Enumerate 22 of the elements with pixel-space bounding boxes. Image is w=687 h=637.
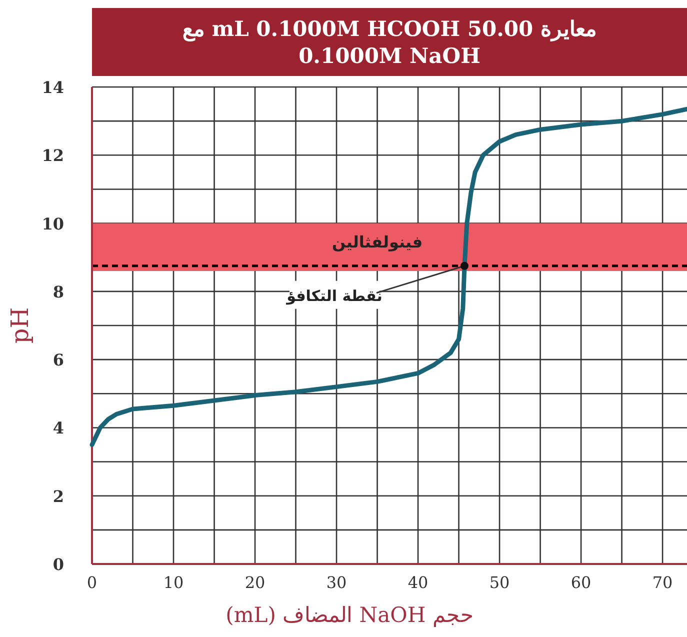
title: معايرة 50.00 mL 0.1000M HCOOH مع 0.1000M NaOH <box>92 8 687 76</box>
x-tick-label: 0 <box>86 573 98 592</box>
y-tick-label: 10 <box>42 214 64 234</box>
x-tick-label: 40 <box>408 573 428 592</box>
x-tick-label: 60 <box>570 573 592 592</box>
y-axis-title: pH <box>6 307 34 344</box>
x-axis-title: حجم NaOH المضاف (mL) <box>226 603 474 628</box>
y-tick-label: 2 <box>52 486 64 506</box>
x-tick-label: 50 <box>489 573 510 592</box>
y-tick-label: 14 <box>42 78 64 97</box>
annotation: نقطة التكافؤ <box>286 286 382 305</box>
annotation: نقطة التكافؤ <box>286 262 468 309</box>
x-tick-label: 20 <box>244 573 266 592</box>
y-tick-label: 6 <box>52 350 64 370</box>
x-tick-label: 70 <box>652 573 673 592</box>
y-tick-label: 0 <box>52 555 64 574</box>
y-tick-label: 12 <box>42 146 64 166</box>
x-tick-label: 30 <box>326 573 347 592</box>
band-label: فينولفثالين <box>332 232 423 252</box>
y-tick-label: 4 <box>52 418 64 438</box>
x-tick-label: 10 <box>163 573 184 592</box>
y-tick-label: 8 <box>52 282 64 302</box>
